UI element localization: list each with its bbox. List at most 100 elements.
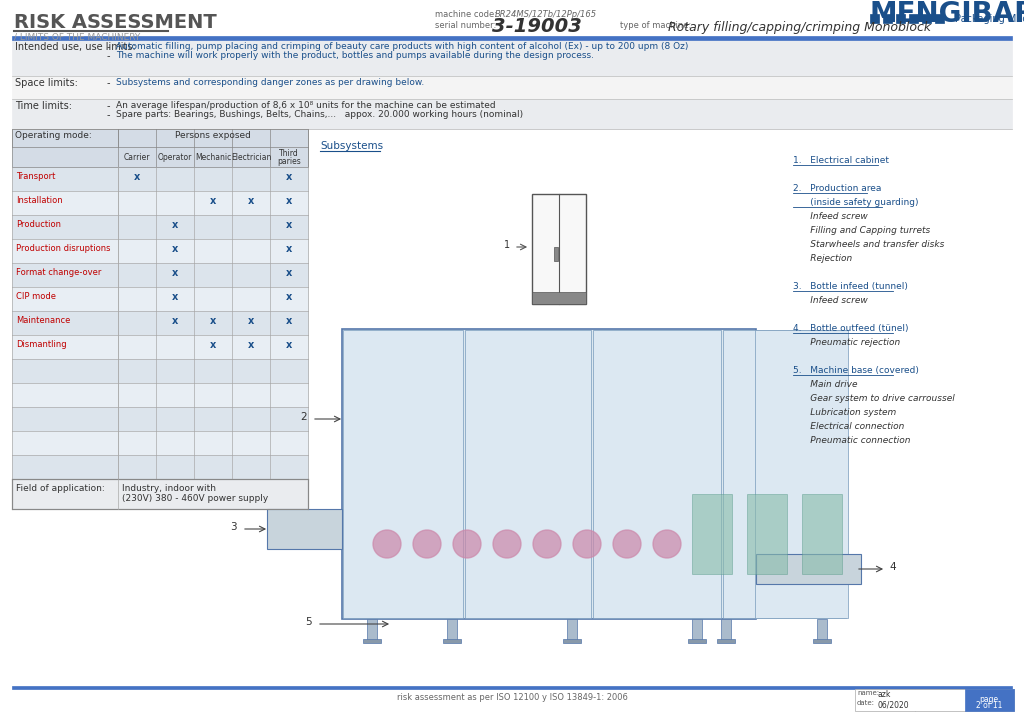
Text: Production: Production bbox=[16, 220, 61, 229]
Bar bbox=[12, 36, 1012, 40]
Text: x: x bbox=[248, 316, 254, 326]
Text: Space limits:: Space limits: bbox=[15, 78, 78, 88]
Bar bbox=[12, 685, 1012, 689]
Text: Infeed screw: Infeed screw bbox=[793, 212, 867, 221]
Bar bbox=[855, 689, 1014, 711]
Bar bbox=[12, 359, 308, 383]
Text: x: x bbox=[248, 340, 254, 350]
Text: Operating mode:: Operating mode: bbox=[15, 131, 92, 140]
Text: Spare parts: Bearings, Bushings, Belts, Chains,...   appox. 20.000 working hours: Spare parts: Bearings, Bushings, Belts, … bbox=[116, 110, 523, 119]
Bar bbox=[12, 99, 1012, 129]
Text: Subsystems: Subsystems bbox=[319, 141, 383, 151]
Bar bbox=[12, 407, 308, 431]
Bar bbox=[692, 619, 702, 641]
Text: 5: 5 bbox=[305, 617, 312, 627]
Bar bbox=[688, 639, 706, 643]
Text: MENGIBAR: MENGIBAR bbox=[870, 0, 1024, 28]
Text: / LIMITS OF THE MACHINERY: / LIMITS OF THE MACHINERY bbox=[14, 33, 140, 42]
Text: Installation: Installation bbox=[16, 196, 62, 205]
Text: Rejection: Rejection bbox=[793, 254, 852, 263]
Text: Carrier: Carrier bbox=[124, 152, 151, 162]
Bar bbox=[721, 619, 731, 641]
Text: Starwheels and transfer disks: Starwheels and transfer disks bbox=[793, 240, 944, 249]
Bar bbox=[12, 76, 1012, 99]
Text: 4.   Bottle outfeed (tünel): 4. Bottle outfeed (tünel) bbox=[793, 324, 908, 333]
Text: 3: 3 bbox=[230, 522, 237, 532]
Text: x: x bbox=[286, 340, 292, 350]
Text: -: - bbox=[106, 42, 111, 52]
Text: Field of application:: Field of application: bbox=[16, 484, 104, 493]
Bar bbox=[723, 330, 846, 618]
Bar bbox=[756, 554, 861, 584]
Bar bbox=[717, 639, 735, 643]
Bar bbox=[746, 494, 787, 574]
Bar bbox=[367, 619, 377, 641]
Text: Dismantling: Dismantling bbox=[16, 340, 67, 349]
Bar bbox=[12, 311, 308, 335]
Text: An average lifespan/production of 8,6 x 10⁸ units for the machine can be estimat: An average lifespan/production of 8,6 x … bbox=[116, 101, 496, 110]
Text: x: x bbox=[172, 292, 178, 302]
Bar bbox=[12, 455, 308, 479]
Circle shape bbox=[653, 530, 681, 558]
Text: machine code:: machine code: bbox=[435, 10, 497, 19]
Circle shape bbox=[413, 530, 441, 558]
Text: x: x bbox=[286, 268, 292, 278]
Text: date:: date: bbox=[857, 700, 874, 706]
Text: x: x bbox=[286, 196, 292, 206]
Text: (230V) 380 - 460V power supply: (230V) 380 - 460V power supply bbox=[122, 494, 268, 503]
Text: type of machine:: type of machine: bbox=[620, 21, 691, 30]
Text: -: - bbox=[106, 101, 111, 111]
Bar bbox=[922, 14, 931, 23]
Bar bbox=[896, 14, 905, 23]
Bar bbox=[447, 619, 457, 641]
Text: Lubrication system: Lubrication system bbox=[793, 408, 896, 417]
Circle shape bbox=[493, 530, 521, 558]
Text: Main drive: Main drive bbox=[793, 380, 857, 389]
Text: Rotary filling/capping/crimping Monoblock: Rotary filling/capping/crimping Monobloc… bbox=[668, 21, 931, 34]
Text: Filling and Capping turrets: Filling and Capping turrets bbox=[793, 226, 930, 235]
Text: Packaging Machinery: Packaging Machinery bbox=[955, 14, 1024, 24]
Text: 3-19003: 3-19003 bbox=[492, 17, 582, 36]
Text: x: x bbox=[134, 172, 140, 182]
Text: The machine will work properly with the product, bottles and pumps available dur: The machine will work properly with the … bbox=[116, 51, 594, 60]
Bar bbox=[554, 247, 558, 261]
Text: Time limits:: Time limits: bbox=[15, 101, 72, 111]
Text: Transport: Transport bbox=[16, 172, 55, 181]
Text: x: x bbox=[172, 220, 178, 230]
Bar bbox=[12, 167, 308, 191]
Circle shape bbox=[453, 530, 481, 558]
Bar bbox=[870, 14, 879, 23]
Text: 4: 4 bbox=[889, 562, 896, 572]
Bar bbox=[12, 239, 308, 263]
Bar bbox=[935, 14, 944, 23]
Bar bbox=[12, 335, 308, 359]
Text: risk assessment as per ISO 12100 y ISO 13849-1: 2006: risk assessment as per ISO 12100 y ISO 1… bbox=[396, 693, 628, 702]
Text: 1: 1 bbox=[504, 240, 510, 250]
Text: azk: azk bbox=[877, 690, 891, 699]
Bar bbox=[593, 330, 721, 618]
Text: Mechanic: Mechanic bbox=[195, 152, 231, 162]
Bar bbox=[12, 287, 308, 311]
Text: 2 of 11: 2 of 11 bbox=[976, 700, 1002, 710]
Bar bbox=[563, 639, 581, 643]
Circle shape bbox=[373, 530, 401, 558]
Text: x: x bbox=[286, 172, 292, 182]
Text: 5.   Machine base (covered): 5. Machine base (covered) bbox=[793, 366, 919, 375]
Text: x: x bbox=[210, 196, 216, 206]
Text: 2: 2 bbox=[300, 412, 307, 422]
Bar bbox=[532, 194, 586, 304]
Bar bbox=[12, 147, 308, 167]
Text: serial number:: serial number: bbox=[435, 21, 497, 30]
Text: x: x bbox=[248, 196, 254, 206]
Text: x: x bbox=[172, 268, 178, 278]
Text: 3.   Bottle infeed (tunnel): 3. Bottle infeed (tunnel) bbox=[793, 282, 908, 291]
Text: BR24MS/12Tb/12Pp/165: BR24MS/12Tb/12Pp/165 bbox=[495, 10, 597, 19]
Text: x: x bbox=[210, 340, 216, 350]
Bar bbox=[362, 639, 381, 643]
Circle shape bbox=[573, 530, 601, 558]
Bar bbox=[342, 329, 756, 619]
Text: x: x bbox=[286, 292, 292, 302]
Bar bbox=[802, 494, 842, 574]
Bar bbox=[883, 14, 892, 23]
Bar bbox=[465, 330, 591, 618]
